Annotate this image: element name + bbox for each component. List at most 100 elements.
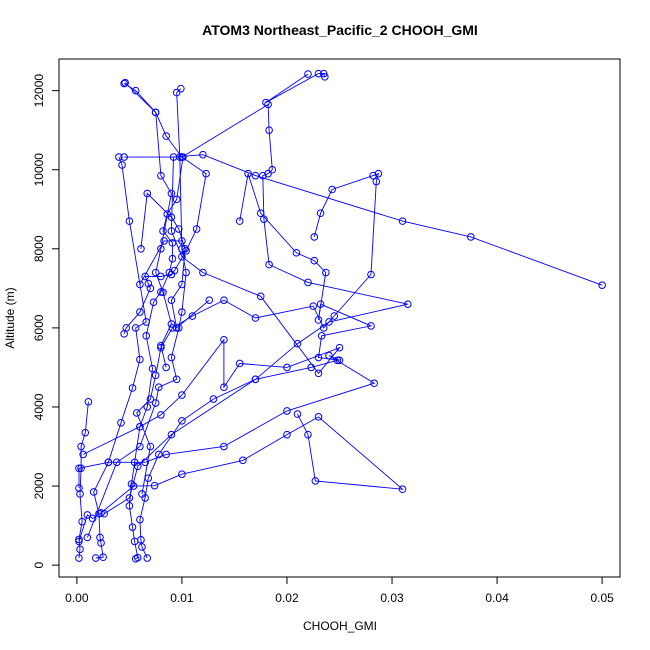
data-point: [104, 458, 113, 467]
data-point: [220, 335, 228, 344]
data-point: [330, 312, 339, 320]
data-point: [178, 252, 186, 261]
data-point: [136, 308, 144, 316]
data-point: [251, 314, 260, 322]
data-point: [136, 280, 144, 289]
data-point: [167, 213, 176, 221]
data-point: [370, 379, 378, 388]
data-point: [143, 554, 152, 562]
data-point: [314, 69, 323, 78]
data-point: [77, 442, 85, 451]
data-point: [335, 356, 344, 365]
data-point: [251, 375, 260, 384]
data-point: [251, 171, 260, 180]
data-point: [141, 272, 149, 281]
data-point: [314, 413, 323, 421]
data-point: [178, 153, 186, 161]
series-line-12: [140, 192, 210, 329]
data-point: [75, 554, 83, 562]
data-point: [598, 281, 606, 289]
data-point: [168, 239, 177, 247]
data-point: [178, 417, 186, 425]
data-point: [117, 418, 125, 427]
data-point: [264, 169, 272, 178]
data-point: [265, 260, 273, 269]
data-point: [125, 502, 134, 510]
y-tick-label: 10000: [32, 153, 46, 187]
series-line-14: [265, 73, 326, 103]
data-point: [149, 298, 158, 306]
data-point: [128, 523, 137, 531]
data-point: [172, 324, 181, 332]
data-point: [143, 403, 152, 411]
y-tick-label: 2000: [32, 472, 46, 499]
data-point: [157, 411, 165, 419]
data-point: [178, 470, 186, 478]
data-point: [143, 189, 152, 198]
y-axis: 0 2000 4000 6000 8000 10000 12000: [32, 74, 60, 568]
data-point: [131, 86, 140, 95]
data-series: [75, 69, 606, 563]
data-point: [311, 477, 320, 485]
data-point: [467, 233, 475, 241]
y-tick-label: 8000: [32, 235, 46, 262]
data-point: [178, 308, 186, 316]
data-point: [319, 69, 328, 78]
data-point: [136, 515, 144, 524]
data-point: [136, 355, 144, 364]
y-tick-label: 0: [32, 561, 46, 568]
data-point: [142, 331, 150, 340]
data-point: [155, 383, 163, 391]
data-point: [335, 343, 344, 352]
data-point: [235, 359, 244, 368]
data-point: [75, 484, 83, 492]
data-point: [167, 430, 176, 439]
data-point: [121, 78, 129, 87]
data-point: [162, 450, 170, 459]
data-point: [174, 225, 183, 233]
data-point: [167, 296, 176, 305]
data-point: [128, 384, 137, 392]
data-point: [317, 331, 326, 340]
data-point: [325, 351, 333, 360]
data-point: [132, 409, 141, 417]
data-point: [304, 430, 312, 439]
data-point: [144, 279, 153, 288]
data-point: [367, 270, 375, 279]
x-axis: 0.00 0.01 0.02 0.03 0.04 0.05: [65, 576, 614, 605]
data-point: [202, 169, 210, 178]
data-point: [159, 227, 167, 235]
data-point: [155, 450, 163, 459]
data-point: [199, 150, 207, 159]
data-point: [283, 407, 291, 415]
data-point: [125, 217, 134, 225]
series-line-5: [78, 173, 376, 488]
data-point: [220, 296, 228, 305]
data-point: [77, 464, 85, 473]
data-point: [262, 98, 270, 107]
y-tick-label: 6000: [32, 314, 46, 341]
data-point: [220, 442, 228, 451]
data-point: [160, 237, 168, 245]
data-point: [151, 108, 160, 117]
data-point: [169, 153, 178, 161]
data-point: [316, 300, 325, 308]
series-line-9: [83, 154, 603, 455]
data-point: [178, 237, 186, 245]
data-point: [89, 488, 98, 496]
data-point: [120, 153, 128, 161]
data-point: [159, 288, 167, 297]
data-point: [118, 161, 126, 169]
data-point: [372, 177, 381, 186]
data-point: [172, 195, 181, 204]
data-point: [133, 553, 142, 562]
data-point: [178, 280, 186, 289]
data-point: [268, 165, 277, 174]
data-point: [403, 300, 412, 308]
data-point: [75, 535, 83, 544]
data-point: [115, 153, 123, 161]
data-point: [75, 464, 83, 473]
data-point: [322, 268, 330, 277]
series-line-4: [78, 413, 404, 542]
data-point: [167, 189, 176, 198]
